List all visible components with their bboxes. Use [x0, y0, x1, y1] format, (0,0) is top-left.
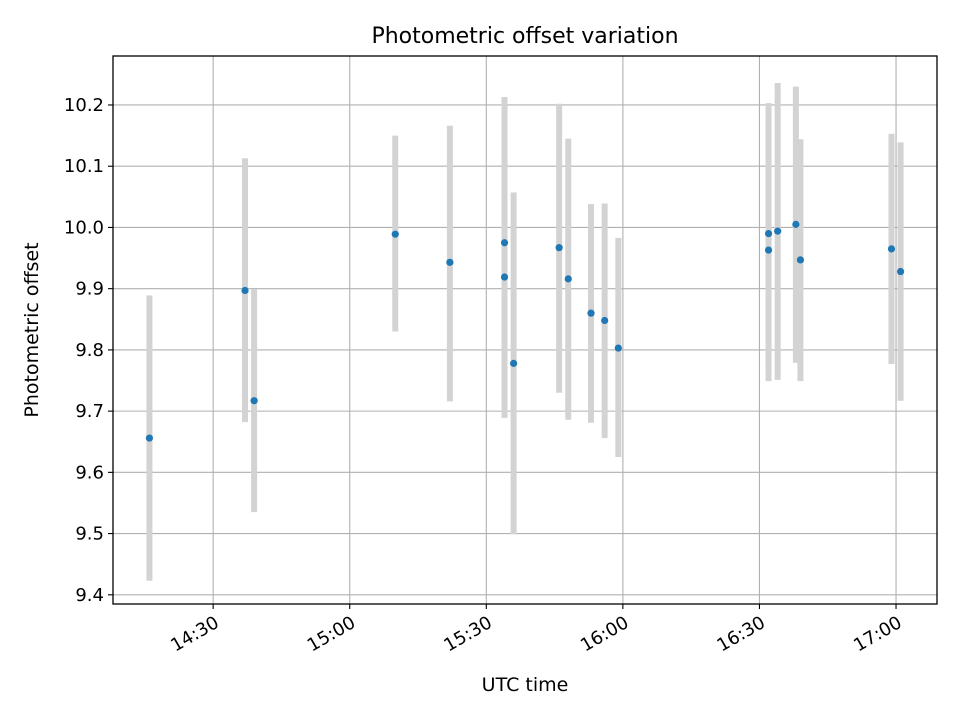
y-tick-label: 9.8: [75, 340, 104, 361]
gridlines: [113, 56, 937, 604]
data-point: [145, 434, 154, 442]
data-markers: [145, 220, 905, 442]
data-point: [555, 244, 563, 252]
data-point: [241, 286, 249, 295]
data-point: [510, 359, 518, 367]
chart-title: Photometric offset variation: [371, 24, 678, 49]
x-axis-label: UTC time: [482, 674, 569, 696]
data-point: [250, 397, 258, 405]
data-point: [614, 344, 622, 352]
plot-frame: [112, 55, 938, 605]
x-tick-label: 15:30: [440, 612, 495, 656]
data-point: [601, 316, 609, 325]
x-tick-label: 15:00: [304, 612, 359, 656]
data-point: [774, 227, 782, 235]
data-point: [764, 229, 773, 238]
x-tick-label: 17:00: [850, 612, 905, 656]
y-tick-label: 10.0: [64, 217, 104, 238]
data-point: [500, 239, 509, 247]
data-point: [887, 245, 896, 253]
x-axis-ticks: 14:30 15:00 15:30 16:00 16:30 17:00: [167, 604, 906, 656]
data-point: [764, 246, 773, 254]
x-tick-label: 16:30: [714, 612, 769, 656]
data-point: [896, 267, 905, 276]
errorbars: [146, 82, 904, 581]
x-tick-label: 14:30: [167, 612, 222, 656]
y-tick-label: 9.4: [75, 585, 104, 606]
data-point: [500, 273, 509, 281]
y-tick-label: 10.2: [64, 95, 104, 116]
y-tick-label: 9.9: [75, 279, 104, 300]
y-tick-label: 9.7: [75, 401, 104, 422]
y-tick-label: 10.1: [64, 156, 104, 177]
y-tick-label: 9.5: [75, 524, 104, 545]
data-point: [796, 256, 805, 264]
x-tick-label: 16:00: [577, 612, 632, 656]
data-point: [587, 309, 595, 317]
data-point: [792, 220, 800, 228]
y-tick-label: 9.6: [75, 462, 104, 483]
y-axis-label: Photometric offset: [21, 242, 43, 417]
y-axis-ticks: 9.4 9.5 9.6 9.7 9.8 9.9 10.0 10.1 10.2: [64, 95, 113, 606]
data-point: [446, 258, 454, 266]
data-point: [564, 275, 572, 283]
data-point: [391, 230, 399, 238]
